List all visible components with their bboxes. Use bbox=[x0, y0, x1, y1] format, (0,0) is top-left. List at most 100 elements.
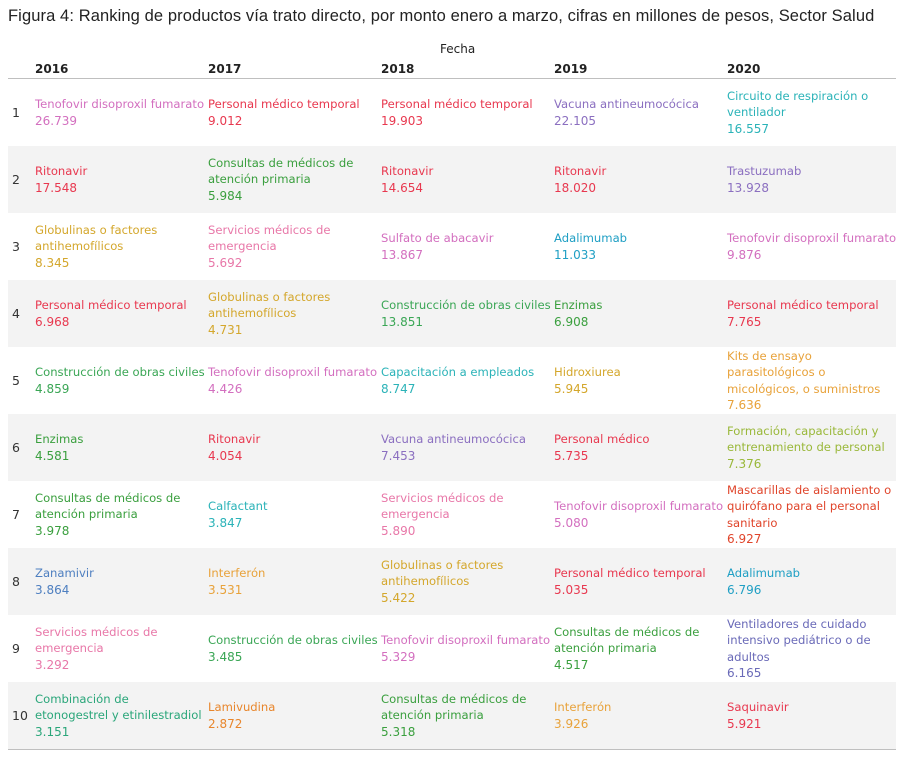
amount-value: 13.851 bbox=[381, 314, 423, 329]
table-cell: Sulfato de abacavir 13.867 bbox=[381, 213, 551, 280]
product-name: Capacitación a empleados bbox=[381, 365, 535, 379]
table-cell: Enzimas 6.908 bbox=[554, 280, 724, 347]
figure-title: Figura 4: Ranking de productos vía trato… bbox=[8, 7, 875, 25]
column-header-2017: 2017 bbox=[208, 62, 242, 76]
product-name: Personal médico temporal bbox=[381, 97, 533, 111]
amount-value: 5.035 bbox=[554, 582, 589, 597]
table-cell: Enzimas 4.581 bbox=[35, 414, 205, 481]
table-cell: Zanamivir 3.864 bbox=[35, 548, 205, 615]
product-name: Construcción de obras civiles bbox=[208, 633, 378, 647]
table-cell: Adalimumab 11.033 bbox=[554, 213, 724, 280]
amount-value: 4.581 bbox=[35, 448, 70, 463]
product-name: Trastuzumab bbox=[727, 164, 802, 178]
amount-value: 17.548 bbox=[35, 180, 77, 195]
table-cell: Construcción de obras civiles 3.485 bbox=[208, 615, 378, 682]
table-row: 5 Construcción de obras civiles 4.859 Tenof… bbox=[8, 347, 896, 414]
product-name: Tenofovir disoproxil fumarato bbox=[35, 97, 205, 111]
table-cell: Tenofovir disoproxil fumarato 5.329 bbox=[381, 615, 551, 682]
product-name: Servicios médicos de emergencia bbox=[208, 222, 331, 254]
amount-value: 4.054 bbox=[208, 448, 243, 463]
table-cell: Consultas de médicos de atención primari… bbox=[554, 615, 724, 682]
table-cell: Ritonavir 4.054 bbox=[208, 414, 378, 481]
amount-value: 5.890 bbox=[381, 523, 416, 538]
table-cell: Kits de ensayo parasitológicos o micológ… bbox=[727, 347, 897, 414]
table-cell: Construcción de obras civiles 13.851 bbox=[381, 280, 551, 347]
table-cell: Hidroxiurea 5.945 bbox=[554, 347, 724, 414]
product-name: Calfactant bbox=[208, 499, 268, 513]
product-name: Combinación de etonogestrel y etinilestr… bbox=[35, 691, 202, 723]
rank-label: 7 bbox=[12, 507, 20, 522]
column-header-2020: 2020 bbox=[727, 62, 761, 76]
rank-label: 6 bbox=[12, 440, 20, 455]
rank-label: 3 bbox=[12, 239, 20, 254]
amount-value: 3.292 bbox=[35, 657, 70, 672]
amount-value: 7.636 bbox=[727, 398, 762, 412]
table-cell: Saquinavir 5.921 bbox=[727, 682, 897, 749]
table-row: 1 Tenofovir disoproxil fumarato 26.739 Pers… bbox=[8, 79, 896, 146]
product-name: Vacuna antineumocócica bbox=[554, 97, 699, 111]
product-name: Saquinavir bbox=[727, 700, 789, 714]
product-name: Ritonavir bbox=[208, 432, 261, 446]
amount-value: 19.903 bbox=[381, 113, 423, 128]
table-cell: Capacitación a empleados 8.747 bbox=[381, 347, 551, 414]
product-name: Circuito de respiración o ventilador bbox=[727, 88, 869, 120]
table-cell: Globulinas o factores antihemofílicos 8.3… bbox=[35, 213, 205, 280]
table-cell: Servicios médicos de emergencia 3.292 bbox=[35, 615, 205, 682]
amount-value: 5.422 bbox=[381, 590, 416, 605]
amount-value: 7.453 bbox=[381, 448, 416, 463]
product-name: Kits de ensayo parasitológicos o micológ… bbox=[727, 348, 881, 396]
amount-value: 16.557 bbox=[727, 121, 769, 136]
table-cell: Personal médico temporal 19.903 bbox=[381, 79, 551, 146]
table-cell: Consultas de médicos de atención primari… bbox=[381, 682, 551, 749]
product-name: Hidroxiurea bbox=[554, 365, 621, 379]
amount-value: 6.968 bbox=[35, 314, 70, 329]
amount-value: 5.080 bbox=[554, 515, 589, 530]
table-cell: Mascarillas de aislamiento o quirófano p… bbox=[727, 481, 897, 548]
amount-value: 2.872 bbox=[208, 716, 243, 731]
table-cell: Tenofovir disoproxil fumarato 26.739 bbox=[35, 79, 205, 146]
table-row: 8 Zanamivir 3.864 Interferón 3.531 Globulinas… bbox=[8, 548, 896, 615]
product-name: Ritonavir bbox=[381, 164, 434, 178]
amount-value: 5.984 bbox=[208, 188, 243, 203]
product-name: Tenofovir disoproxil fumarato bbox=[381, 633, 551, 647]
amount-value: 5.318 bbox=[381, 724, 416, 739]
amount-value: 5.945 bbox=[554, 381, 589, 396]
rank-label: 9 bbox=[12, 641, 20, 656]
product-name: Ritonavir bbox=[554, 164, 607, 178]
product-name: Mascarillas de aislamiento o quirófano p… bbox=[727, 482, 892, 530]
rank-label: 4 bbox=[12, 306, 20, 321]
table-cell: Tenofovir disoproxil fumarato 5.080 bbox=[554, 481, 724, 548]
table-cell: Ritonavir 18.020 bbox=[554, 146, 724, 213]
table-cell: Globulinas o factores antihemofílicos 4.7… bbox=[208, 280, 378, 347]
amount-value: 18.020 bbox=[554, 180, 596, 195]
product-name: Personal médico temporal bbox=[35, 298, 187, 312]
table-cell: Consultas de médicos de atención primari… bbox=[35, 481, 205, 548]
table-cell: Interferón 3.926 bbox=[554, 682, 724, 749]
table-row: 9 Servicios médicos de emergencia 3.292 Con… bbox=[8, 615, 896, 682]
product-name: Lamivudina bbox=[208, 700, 276, 714]
amount-value: 3.847 bbox=[208, 515, 243, 530]
rank-label: 8 bbox=[12, 574, 20, 589]
amount-value: 13.928 bbox=[727, 180, 769, 195]
table-cell: Combinación de etonogestrel y etinilestr… bbox=[35, 682, 205, 749]
amount-value: 5.735 bbox=[554, 448, 589, 463]
column-header-2016: 2016 bbox=[35, 62, 69, 76]
table-cell: Vacuna antineumocócica 7.453 bbox=[381, 414, 551, 481]
amount-value: 4.731 bbox=[208, 322, 243, 337]
table-cell: Personal médico temporal 6.968 bbox=[35, 280, 205, 347]
product-name: Zanamivir bbox=[35, 566, 94, 580]
table-cell: Consultas de médicos de atención primari… bbox=[208, 146, 378, 213]
table-header: 2016 2017 2018 2019 2020 bbox=[8, 60, 896, 79]
product-name: Tenofovir disoproxil fumarato bbox=[208, 365, 378, 379]
amount-value: 5.921 bbox=[727, 716, 762, 731]
rank-label: 1 bbox=[12, 105, 20, 120]
table-cell: Ritonavir 17.548 bbox=[35, 146, 205, 213]
rank-label: 2 bbox=[12, 172, 20, 187]
product-name: Construcción de obras civiles bbox=[381, 298, 551, 312]
column-group-label: Fecha bbox=[440, 42, 476, 56]
amount-value: 8.747 bbox=[381, 381, 416, 396]
product-name: Personal médico temporal bbox=[208, 97, 360, 111]
table-row: 2 Ritonavir 17.548 Consultas de médicos de … bbox=[8, 146, 896, 213]
table-cell: Servicios médicos de emergencia 5.692 bbox=[208, 213, 378, 280]
table-cell: Ventiladores de cuidado intensivo pediát… bbox=[727, 615, 897, 682]
